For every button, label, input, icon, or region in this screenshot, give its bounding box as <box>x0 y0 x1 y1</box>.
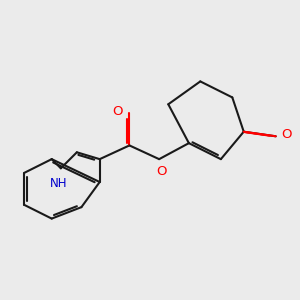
Text: O: O <box>156 165 167 178</box>
Text: O: O <box>112 105 123 118</box>
Text: O: O <box>281 128 292 141</box>
Text: NH: NH <box>50 176 67 190</box>
